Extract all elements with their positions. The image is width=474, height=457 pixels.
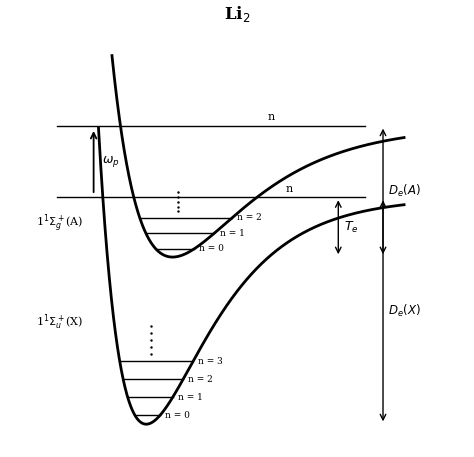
Text: 1$^1\Sigma_u^+$(X): 1$^1\Sigma_u^+$(X)	[36, 312, 83, 332]
Text: $D_e(A)$: $D_e(A)$	[388, 183, 421, 199]
Text: n = 2: n = 2	[188, 375, 213, 384]
Text: n = 2: n = 2	[237, 213, 262, 222]
Text: n = 1: n = 1	[178, 393, 203, 402]
Text: n = 0: n = 0	[165, 410, 190, 420]
Text: n = 0: n = 0	[200, 244, 224, 253]
Text: n = 1: n = 1	[219, 228, 245, 238]
Text: n = 3: n = 3	[198, 357, 223, 366]
Text: n: n	[267, 112, 274, 122]
Title: Li$_2$: Li$_2$	[224, 4, 250, 24]
Text: 1$^1\Sigma_g^+$(A): 1$^1\Sigma_g^+$(A)	[36, 213, 83, 235]
Text: $T_e$: $T_e$	[344, 220, 358, 235]
Text: n: n	[286, 184, 293, 194]
Text: $D_e(X)$: $D_e(X)$	[388, 303, 421, 319]
Text: $\omega_p$: $\omega_p$	[101, 154, 119, 169]
